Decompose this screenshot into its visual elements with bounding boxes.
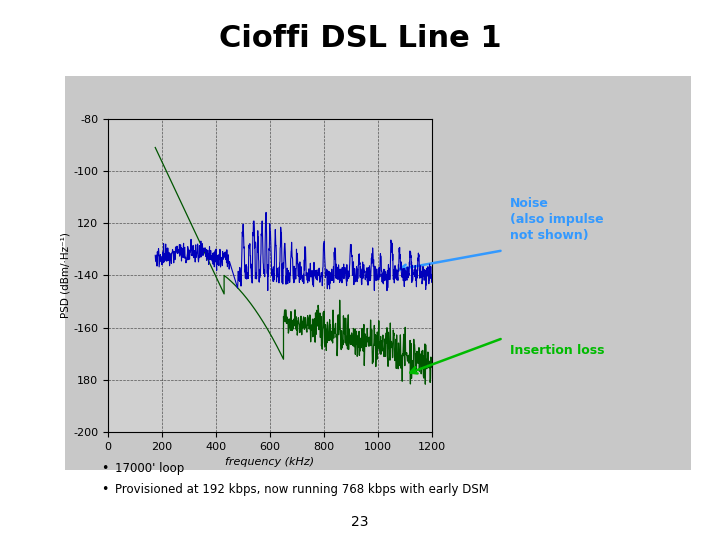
Text: •: • [101,462,108,475]
X-axis label: frequency (kHz): frequency (kHz) [225,457,315,467]
Y-axis label: PSD (dBm/·Hz⁻¹): PSD (dBm/·Hz⁻¹) [60,232,71,319]
Text: •: • [101,483,108,496]
Text: Cioffi DSL Line 1: Cioffi DSL Line 1 [219,24,501,53]
Text: 23: 23 [351,516,369,530]
Text: Insertion loss: Insertion loss [510,344,604,357]
Text: Noise
(also impulse
not shown): Noise (also impulse not shown) [510,197,603,241]
Text: 17000' loop: 17000' loop [115,462,184,475]
Text: Provisioned at 192 kbps, now running 768 kbps with early DSM: Provisioned at 192 kbps, now running 768… [115,483,489,496]
